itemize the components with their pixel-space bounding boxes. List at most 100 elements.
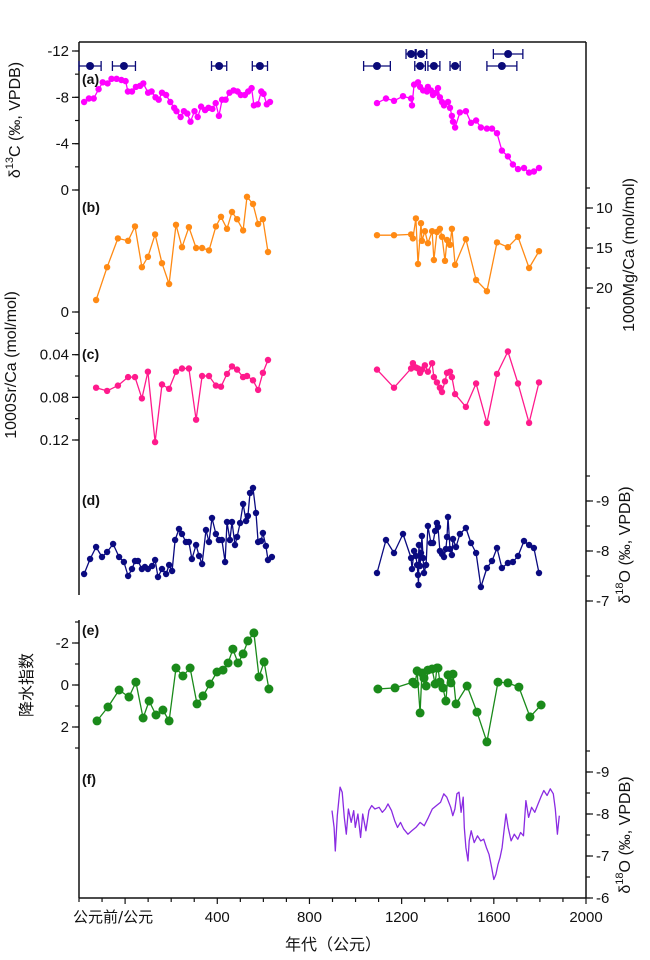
data-point-d — [414, 571, 422, 579]
data-point-d — [148, 562, 156, 570]
y-tick-label-b: 20 — [596, 280, 613, 297]
data-point-e — [131, 677, 141, 687]
data-point-a — [390, 97, 398, 105]
data-point-c — [438, 388, 446, 396]
data-point-c — [514, 380, 522, 387]
data-point-b — [103, 264, 111, 271]
data-point-a — [525, 169, 533, 176]
data-point-c — [249, 377, 257, 384]
y-tick-label-c: 0 — [61, 304, 69, 321]
title-superscript: 18 — [614, 582, 626, 594]
data-point-e — [536, 700, 546, 710]
panel-label-b: (b) — [82, 199, 100, 215]
data-point-b — [414, 260, 422, 268]
data-point-d — [493, 544, 501, 552]
title-part: δ — [617, 595, 634, 604]
series-line-c — [95, 359, 269, 443]
data-point-c — [525, 419, 533, 427]
data-point-d — [419, 554, 427, 562]
data-point-c — [212, 382, 220, 389]
data-point-d — [444, 513, 452, 521]
data-point-a — [260, 90, 267, 98]
panel-label-d: (d) — [82, 492, 100, 508]
y-tick-label-d: -8 — [596, 543, 609, 560]
data-point-d — [399, 530, 407, 538]
age-date-point — [86, 62, 95, 70]
data-point-c — [192, 416, 200, 423]
data-point-b — [412, 215, 420, 222]
data-point-e — [124, 692, 134, 702]
data-point-d — [509, 558, 517, 566]
series-layer — [80, 75, 560, 881]
data-point-d — [226, 536, 234, 544]
data-point-a — [80, 98, 88, 106]
y-axis-title-d: δ18O (‰, VPDB) — [614, 486, 634, 603]
data-point-d — [434, 523, 442, 531]
data-point-a — [99, 79, 106, 86]
data-point-e — [114, 685, 124, 695]
data-point-c — [259, 369, 267, 376]
series-line-b — [377, 217, 540, 292]
data-point-e — [482, 737, 492, 747]
data-point-d — [239, 500, 247, 508]
data-point-d — [373, 569, 381, 577]
data-point-b — [409, 235, 417, 242]
data-point-b — [205, 247, 213, 254]
data-point-e — [390, 683, 400, 693]
data-point-d — [446, 545, 454, 553]
data-point-d — [120, 558, 128, 566]
data-point-a — [483, 125, 491, 132]
data-point-c — [165, 385, 173, 392]
data-point-e — [421, 681, 431, 691]
data-point-a — [514, 165, 522, 173]
data-point-a — [520, 164, 528, 172]
data-point-d — [535, 569, 543, 577]
data-point-b — [131, 223, 139, 230]
data-point-c — [158, 381, 166, 388]
data-point-b — [446, 241, 454, 248]
data-point-d — [408, 565, 416, 573]
data-point-a — [382, 95, 390, 102]
series-line-c — [376, 350, 540, 424]
data-point-b — [223, 225, 231, 232]
title-part: O (‰, VPDB) — [617, 486, 634, 582]
data-point-b — [373, 232, 381, 239]
age-date-point — [407, 50, 416, 58]
age-date-point — [416, 62, 425, 70]
y-tick-label-a: 0 — [61, 182, 69, 199]
data-point-b — [443, 236, 451, 244]
data-point-c — [462, 403, 470, 411]
data-point-a — [85, 95, 93, 102]
data-point-b — [418, 237, 426, 244]
data-point-b — [436, 225, 444, 232]
data-point-d — [422, 561, 430, 569]
data-point-a — [215, 112, 223, 120]
data-point-b — [228, 208, 236, 216]
data-point-d — [171, 536, 179, 544]
data-point-a — [104, 80, 111, 87]
age-dates-layer — [78, 49, 524, 71]
data-point-a — [509, 161, 517, 168]
data-point-d — [233, 533, 241, 541]
data-point-d — [98, 553, 106, 561]
y-tick-label-e: -2 — [56, 635, 69, 652]
data-point-d — [525, 541, 533, 549]
x-tick-label: 400 — [205, 909, 230, 926]
data-point-a — [128, 88, 136, 95]
y-tick-label-f: -6 — [596, 890, 609, 907]
y-tick-label-c: 0.12 — [40, 432, 69, 449]
data-point-b — [192, 244, 200, 252]
data-point-a — [472, 117, 480, 124]
data-point-d — [188, 555, 196, 563]
data-point-a — [408, 102, 416, 109]
data-point-a — [449, 118, 457, 125]
data-point-a — [444, 98, 452, 106]
y-tick-label-b: 10 — [596, 200, 613, 217]
data-point-e — [438, 683, 448, 693]
data-point-b — [428, 228, 436, 235]
data-point-a — [254, 101, 261, 108]
data-point-d — [195, 552, 203, 560]
data-point-b — [438, 233, 446, 240]
data-point-d — [168, 567, 176, 575]
y-tick-label-d: -7 — [596, 593, 609, 610]
